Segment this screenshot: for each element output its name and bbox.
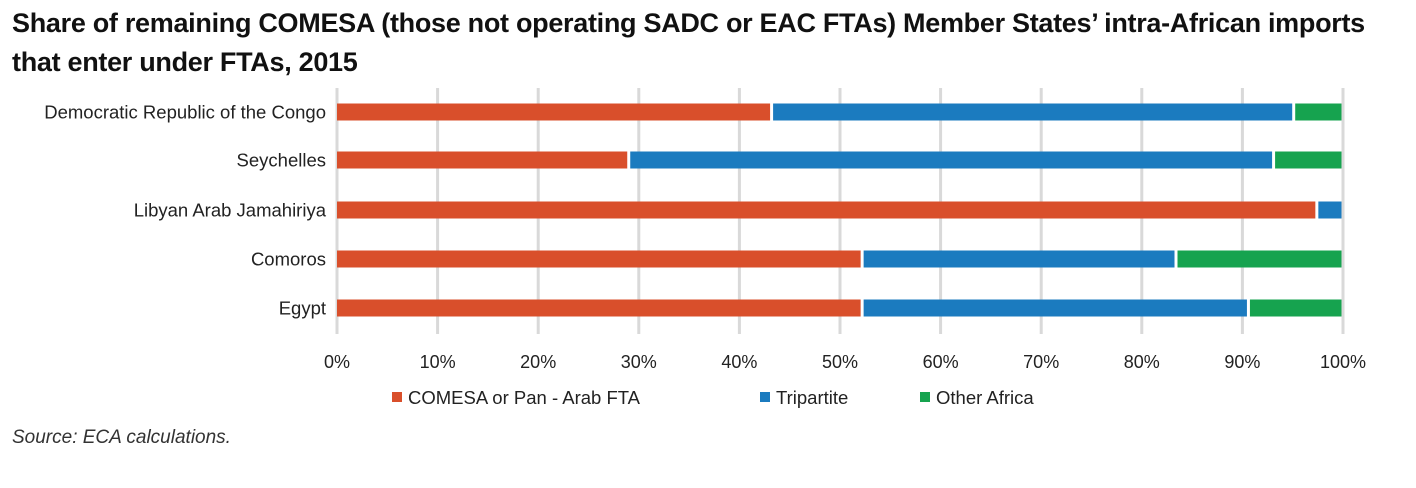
bar-segment xyxy=(863,299,1247,317)
x-tick-label: 70% xyxy=(1023,352,1059,372)
bar-segment xyxy=(630,151,1273,169)
chart-title: Share of remaining COMESA (those not ope… xyxy=(12,8,1365,77)
legend-swatch xyxy=(760,392,770,402)
bar-segment xyxy=(337,299,861,317)
bar-segment xyxy=(1177,250,1342,268)
category-labels: Democratic Republic of the Congo Seychell… xyxy=(44,102,326,319)
x-tick-label: 80% xyxy=(1124,352,1160,372)
bars xyxy=(337,103,1342,317)
bar-segment xyxy=(337,250,861,268)
x-tick-label: 40% xyxy=(721,352,757,372)
source-note: Source: ECA calculations. xyxy=(12,427,231,448)
x-tick-label: 60% xyxy=(923,352,959,372)
x-tick-label: 20% xyxy=(520,352,556,372)
bar-segment xyxy=(1249,299,1342,317)
bar-segment xyxy=(337,151,628,169)
category-label: Seychelles xyxy=(237,150,326,171)
bar-segment xyxy=(337,103,771,121)
bar-segment xyxy=(773,103,1293,121)
bar-segment xyxy=(337,201,1316,219)
bar-segment xyxy=(1275,151,1342,169)
x-tick-label: 0% xyxy=(324,352,350,372)
x-tick-label: 50% xyxy=(822,352,858,372)
x-tick-label: 100% xyxy=(1320,352,1366,372)
legend-label: COMESA or Pan - Arab FTA xyxy=(408,387,641,408)
bar-segment xyxy=(1318,201,1342,219)
legend-swatch xyxy=(392,392,402,402)
category-label: Libyan Arab Jamahiriya xyxy=(134,200,327,221)
x-tick-labels: 0% 10% 20% 30% 40% 50% 60% 70% 80% 90% 100% xyxy=(324,352,1366,372)
bar-segment xyxy=(1295,103,1342,121)
bar-segment xyxy=(863,250,1175,268)
legend-label: Tripartite xyxy=(776,387,848,408)
legend-swatch xyxy=(920,392,930,402)
x-tick-label: 10% xyxy=(420,352,456,372)
x-tick-label: 30% xyxy=(621,352,657,372)
legend-label: Other Africa xyxy=(936,387,1034,408)
x-tick-label: 90% xyxy=(1224,352,1260,372)
category-label: Egypt xyxy=(279,298,326,319)
category-label: Comoros xyxy=(251,249,326,270)
legend: COMESA or Pan - Arab FTA Tripartite Other … xyxy=(392,387,1034,408)
category-label: Democratic Republic of the Congo xyxy=(44,102,326,123)
